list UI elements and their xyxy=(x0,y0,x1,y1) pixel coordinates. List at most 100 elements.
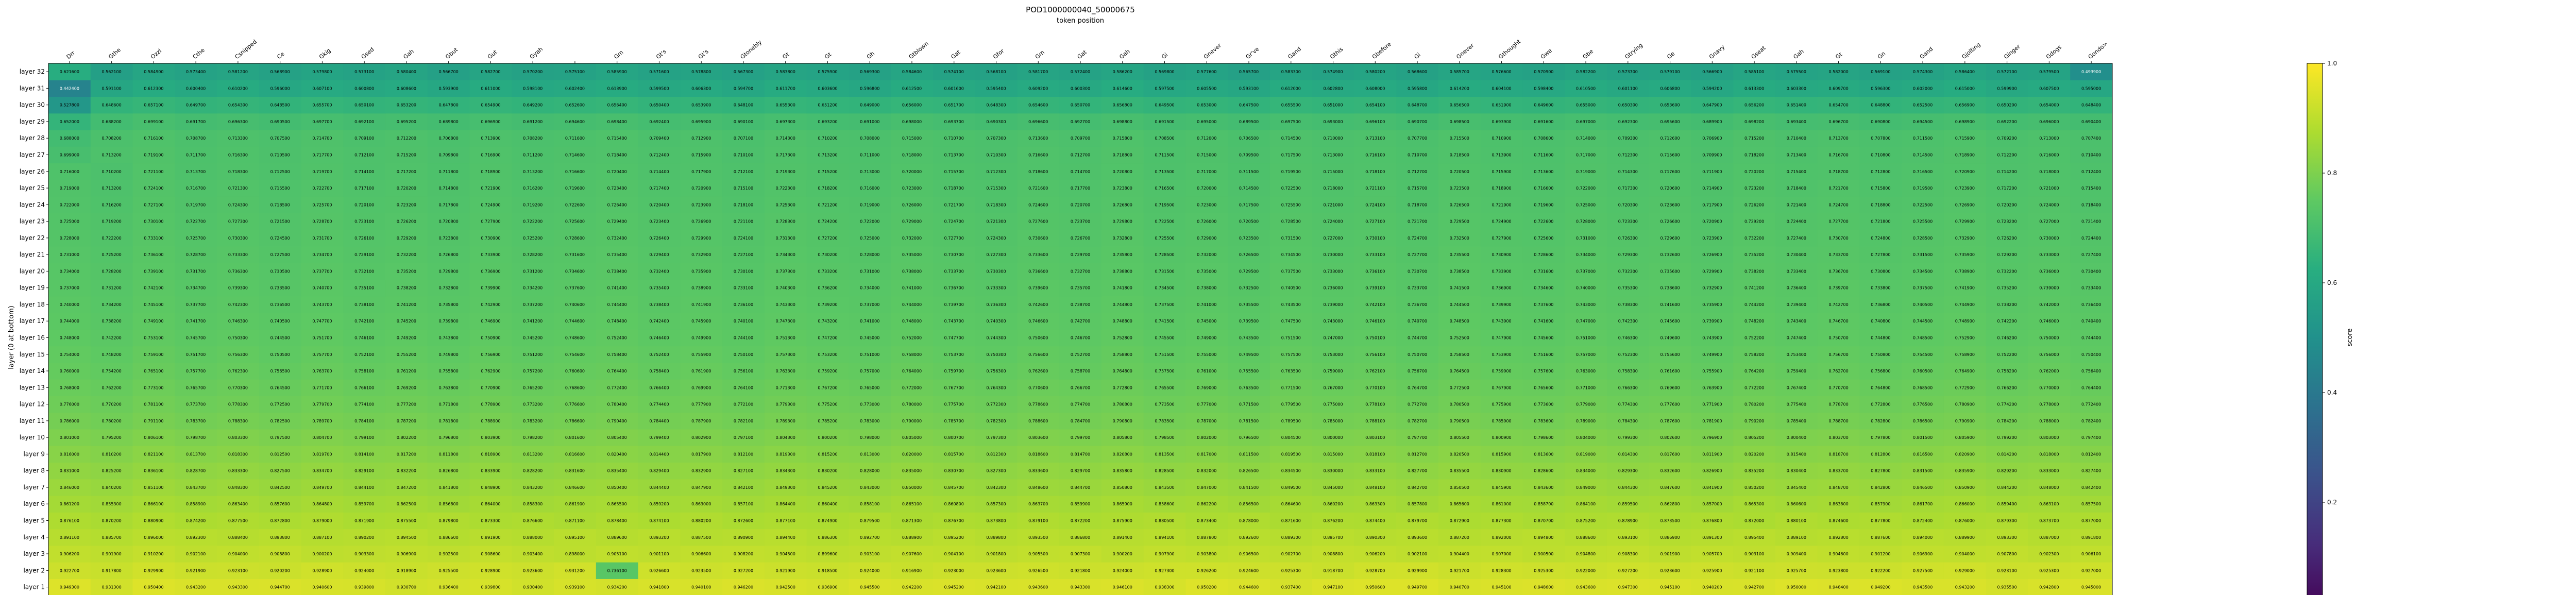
heatmap-cell xyxy=(343,146,386,164)
cell-value-label: 0.945500 xyxy=(860,585,879,590)
heatmap-cell xyxy=(301,529,344,546)
cell-value-label: 0.758000 xyxy=(902,352,922,357)
cell-value-label: 0.828200 xyxy=(523,469,543,473)
heatmap-cell xyxy=(90,229,133,247)
heatmap-cell xyxy=(385,396,428,413)
heatmap-cell xyxy=(1649,396,1691,413)
cell-value-label: 0.906100 xyxy=(2081,552,2101,556)
cell-value-label: 0.729900 xyxy=(1955,219,1975,224)
heatmap-cell xyxy=(1733,396,1776,413)
cell-value-label: 0.752200 xyxy=(1744,336,1764,341)
heatmap-cell xyxy=(1859,429,1902,446)
cell-value-label: 0.771500 xyxy=(1239,402,1259,407)
heatmap-cell xyxy=(469,130,512,147)
heatmap-cell xyxy=(975,446,1018,463)
heatmap-cell xyxy=(48,179,91,197)
heatmap-cell xyxy=(1269,512,1313,530)
cell-value-label: 0.596300 xyxy=(1871,86,1890,91)
cell-value-label: 0.902100 xyxy=(186,552,206,556)
cell-value-label: 0.714000 xyxy=(1576,136,1596,141)
cell-value-label: 0.738200 xyxy=(102,319,122,324)
cell-value-label: 0.907800 xyxy=(1997,552,2017,556)
heatmap-cell xyxy=(90,263,133,280)
heatmap-cell xyxy=(301,446,344,463)
cell-value-label: 0.585700 xyxy=(1450,70,1469,74)
cell-value-label: 0.835800 xyxy=(1113,469,1132,473)
cell-value-label: 0.576600 xyxy=(1492,70,1511,74)
heatmap-cell xyxy=(933,246,976,263)
heatmap-cell xyxy=(175,279,217,297)
cell-value-label: 0.730900 xyxy=(481,236,500,241)
cell-value-label: 0.757500 xyxy=(1281,352,1301,357)
cell-value-label: 0.615000 xyxy=(1955,86,1975,91)
cell-value-label: 0.921900 xyxy=(186,568,206,573)
cell-value-label: 0.721700 xyxy=(1408,219,1427,224)
heatmap-cell xyxy=(722,462,765,480)
heatmap-cell xyxy=(1059,529,1102,546)
heatmap-cell xyxy=(722,346,765,363)
heatmap-cell xyxy=(385,579,428,595)
cell-value-label: 0.803300 xyxy=(228,435,248,440)
heatmap-cell xyxy=(427,279,470,297)
heatmap-cell xyxy=(48,329,91,347)
heatmap-cell xyxy=(1017,362,1060,380)
heatmap-cell xyxy=(933,362,976,380)
heatmap-cell xyxy=(90,179,133,197)
cell-value-label: 0.580400 xyxy=(397,70,416,74)
cell-value-label: 0.727900 xyxy=(481,219,500,224)
cell-value-label: 0.574100 xyxy=(944,70,964,74)
heatmap-cell xyxy=(175,213,217,230)
cell-value-label: 0.934200 xyxy=(607,585,627,590)
cell-value-label: 0.719700 xyxy=(312,169,332,174)
cell-value-label: 0.697300 xyxy=(776,120,795,124)
cell-value-label: 0.943600 xyxy=(1028,585,1048,590)
heatmap-cell xyxy=(1228,246,1270,263)
heatmap-cell xyxy=(1986,429,2028,446)
heatmap-cell xyxy=(933,296,976,313)
cell-value-label: 0.778000 xyxy=(2039,402,2059,407)
heatmap-cell xyxy=(849,562,891,579)
heatmap-cell xyxy=(1859,130,1902,147)
heatmap-cell xyxy=(1649,529,1691,546)
heatmap-cell xyxy=(48,362,91,380)
cell-value-label: 0.902300 xyxy=(2039,552,2059,556)
heatmap-cell xyxy=(48,479,91,496)
cell-value-label: 0.821100 xyxy=(144,452,163,456)
heatmap-cell xyxy=(427,412,470,430)
cell-value-label: 0.833100 xyxy=(1365,469,1385,473)
heatmap-cell xyxy=(1354,146,1397,164)
cell-value-label: 0.612500 xyxy=(902,86,922,91)
cell-value-label: 0.835400 xyxy=(607,469,627,473)
cell-value-label: 0.950200 xyxy=(1197,585,1216,590)
cell-value-label: 0.879100 xyxy=(1028,519,1048,523)
cell-value-label: 0.732400 xyxy=(649,269,669,274)
heatmap-cell xyxy=(806,279,849,297)
cell-value-label: 0.889300 xyxy=(1281,535,1301,540)
cell-value-label: 0.579800 xyxy=(312,70,332,74)
cell-value-label: 0.862500 xyxy=(397,502,416,506)
cell-value-label: 0.733100 xyxy=(144,236,163,241)
heatmap-cell xyxy=(132,263,175,280)
cell-value-label: 0.889600 xyxy=(607,535,627,540)
heatmap-cell xyxy=(596,462,639,480)
cell-value-label: 0.571600 xyxy=(649,70,669,74)
cell-value-label: 0.706900 xyxy=(1702,136,1722,141)
heatmap-cell xyxy=(469,545,512,563)
heatmap-cell xyxy=(680,379,723,396)
heatmap-cell xyxy=(132,412,175,430)
cell-value-label: 0.797500 xyxy=(270,435,290,440)
heatmap-cell xyxy=(891,213,934,230)
cell-value-label: 0.708600 xyxy=(1534,136,1553,141)
cell-value-label: 0.848100 xyxy=(1365,485,1385,490)
heatmap-cell xyxy=(343,412,386,430)
heatmap-cell xyxy=(1943,196,1987,213)
heatmap-cell xyxy=(1101,462,1144,480)
heatmap-cell xyxy=(1143,196,1186,213)
cell-value-label: 0.568100 xyxy=(986,70,1006,74)
heatmap-cell xyxy=(512,479,554,496)
heatmap-cell xyxy=(1480,396,1523,413)
cell-value-label: 0.903300 xyxy=(354,552,374,556)
cell-value-label: 0.696700 xyxy=(1829,120,1849,124)
cell-value-label: 0.722000 xyxy=(860,219,879,224)
heatmap-cell xyxy=(1312,213,1354,230)
